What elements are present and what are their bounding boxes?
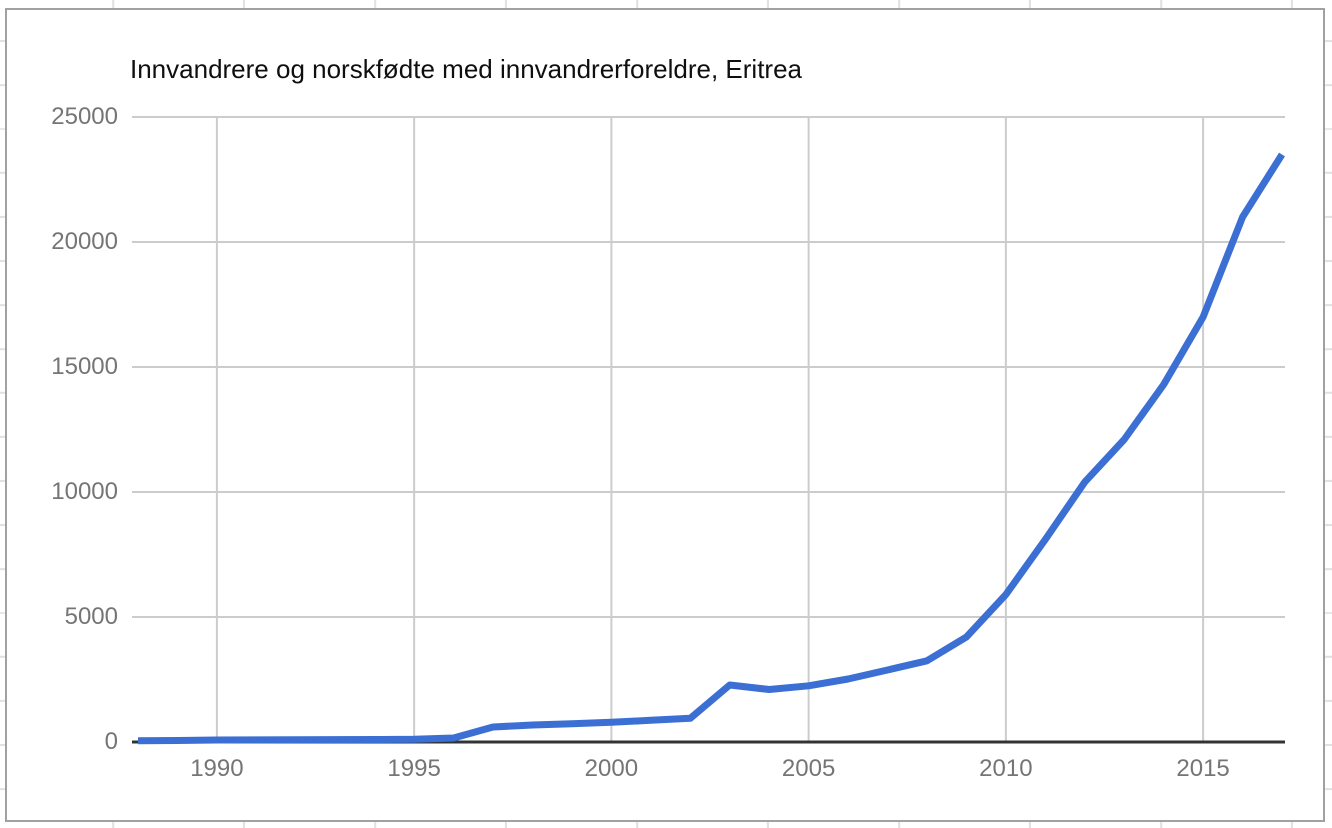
y-tick-label: 25000 — [51, 103, 118, 130]
x-tick-label: 2015 — [1176, 755, 1230, 782]
x-tick-label: 2000 — [584, 755, 639, 782]
x-tick-label: 2005 — [781, 755, 836, 782]
y-tick-label: 20000 — [51, 228, 118, 255]
x-tick-label: 1990 — [190, 755, 244, 782]
chart-panel[interactable]: Innvandrere og norskfødte med innvandrer… — [5, 8, 1325, 822]
y-tick-label: 0 — [104, 728, 118, 755]
x-tick-label: 1995 — [387, 755, 441, 782]
chart-title: Innvandrere og norskfødte med innvandrer… — [130, 54, 803, 84]
y-tick-label: 10000 — [51, 478, 118, 505]
y-tick-label: 15000 — [51, 353, 118, 380]
y-tick-label: 5000 — [64, 603, 118, 630]
x-tick-label: 2010 — [979, 755, 1033, 782]
